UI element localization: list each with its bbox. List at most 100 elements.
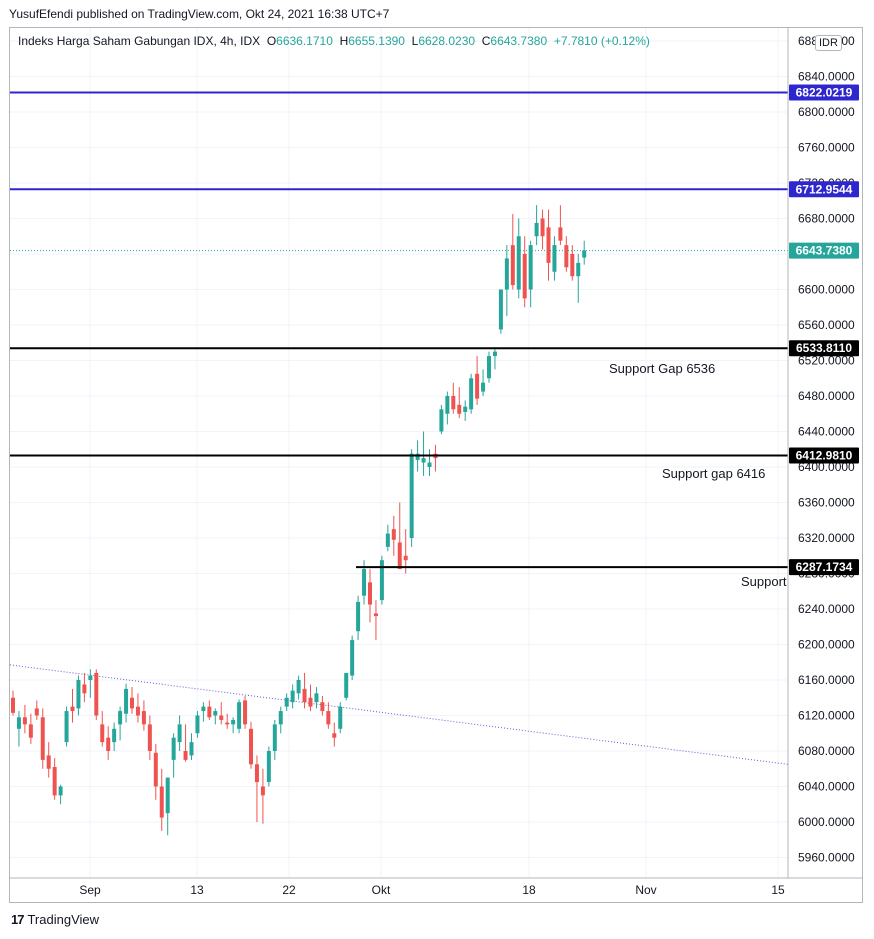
candle (189, 733, 194, 760)
candle (153, 743, 158, 800)
candle (16, 711, 21, 747)
candle (397, 502, 402, 570)
candle (88, 669, 93, 698)
candle (451, 382, 456, 414)
price-tick: 6080.0000 (798, 744, 855, 758)
price-tick: 6560.0000 (798, 318, 855, 332)
currency-badge[interactable]: IDR (815, 35, 842, 51)
candle (558, 205, 563, 246)
candle (225, 713, 230, 729)
candle (46, 742, 51, 778)
level-labels: 6822.0219 6712.9544 6533.8110 6412.9810 6287… (789, 84, 859, 576)
price-tick: 6160.0000 (798, 673, 855, 687)
candle (314, 687, 319, 709)
candle (28, 713, 33, 744)
candle (40, 708, 45, 769)
close-label: C (481, 34, 491, 48)
candle (237, 699, 242, 734)
candle (284, 693, 289, 712)
price-tick: 6040.0000 (798, 780, 855, 794)
candle (118, 706, 123, 741)
time-tick: 22 (282, 883, 296, 897)
candle (457, 387, 462, 419)
open-value: 6636.1710 (276, 34, 333, 48)
candle (159, 768, 164, 831)
candle (528, 240, 533, 308)
candle (302, 672, 307, 709)
price-level-label: 6533.8110 (796, 341, 852, 355)
candle (487, 351, 491, 383)
candle (540, 209, 545, 250)
candle (171, 733, 176, 778)
candle (368, 569, 372, 623)
low-label: L (411, 34, 419, 48)
candle (552, 236, 557, 281)
candle (445, 391, 450, 425)
candle (296, 675, 301, 700)
candle (183, 724, 188, 762)
footer-brand[interactable]: 17 TradingView (11, 912, 99, 927)
candle (195, 711, 200, 738)
candle (570, 245, 575, 281)
candle (94, 669, 99, 720)
candle (201, 702, 206, 722)
candle (332, 722, 337, 747)
price-level-label: 6412.9810 (796, 448, 853, 462)
price-tick: 6800.0000 (798, 105, 855, 119)
candle (498, 289, 503, 334)
grid (10, 28, 788, 878)
candle (510, 214, 515, 290)
symbol-name: Indeks Harga Saham Gabungan IDX, 4h, IDX (18, 34, 261, 48)
candle (213, 708, 218, 725)
time-tick: 15 (771, 883, 785, 897)
candle (379, 555, 384, 605)
candle (254, 755, 259, 822)
price-tick: 6840.0000 (798, 70, 855, 84)
price-tick: 6200.0000 (798, 638, 855, 652)
price-tick: 6120.0000 (798, 709, 855, 723)
candle (290, 684, 295, 709)
candle (373, 600, 378, 641)
candle (320, 695, 325, 716)
candle (338, 702, 343, 734)
price-tick: 6320.0000 (798, 531, 855, 545)
candle (534, 205, 539, 246)
candle (475, 356, 480, 405)
candle (260, 768, 265, 824)
candle (100, 711, 105, 747)
candle (82, 672, 87, 703)
last-price-label: 6643.7380 (796, 244, 853, 258)
candle (231, 717, 236, 734)
price-level-label: 6287.1734 (796, 560, 853, 574)
candle (463, 400, 468, 421)
price-level-label: 6822.0219 (796, 85, 853, 99)
candle (141, 700, 146, 731)
open-label: O (266, 34, 277, 48)
candle (385, 524, 390, 552)
time-tick: Nov (635, 883, 656, 897)
candle (582, 240, 587, 265)
price-tick: 6360.0000 (798, 496, 855, 510)
published-by: YusufEfendi published on TradingView.com… (9, 7, 390, 21)
price-level-label: 6712.9544 (796, 182, 853, 196)
price-tick: 6400.0000 (798, 460, 855, 474)
chart-frame (9, 27, 863, 903)
price-tick: 6480.0000 (798, 389, 855, 403)
candle (64, 706, 69, 747)
price-tick: 6760.0000 (798, 141, 855, 155)
candle (34, 700, 39, 720)
price-tick: 6240.0000 (798, 602, 855, 616)
candle (219, 702, 224, 725)
candle (409, 449, 414, 547)
price-levels[interactable] (10, 91, 788, 569)
candle (504, 245, 509, 317)
change-value: +7.7810 (+0.12%) (553, 34, 650, 48)
price-tick: 6600.0000 (798, 283, 855, 297)
price-tick: 5960.0000 (798, 851, 855, 865)
candle (130, 687, 134, 714)
tradingview-logo-icon: 17 (11, 912, 25, 927)
time-tick: Okt (372, 883, 391, 897)
candles (11, 205, 587, 836)
time-axis[interactable]: Sep 13 22 Okt 18 Nov 15 (79, 883, 785, 897)
